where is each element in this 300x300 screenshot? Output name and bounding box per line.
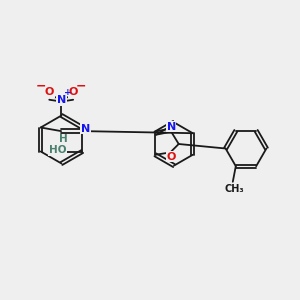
Text: O: O <box>44 87 54 97</box>
Text: N: N <box>57 95 66 105</box>
Text: −: − <box>76 80 87 93</box>
Text: H: H <box>58 134 67 144</box>
Text: +: + <box>64 88 71 97</box>
Text: CH₃: CH₃ <box>224 184 244 194</box>
Text: O: O <box>68 87 78 97</box>
Text: −: − <box>36 80 46 93</box>
Text: N: N <box>167 122 176 132</box>
Text: N: N <box>81 124 90 134</box>
Text: HO: HO <box>49 145 66 155</box>
Text: O: O <box>167 152 176 162</box>
